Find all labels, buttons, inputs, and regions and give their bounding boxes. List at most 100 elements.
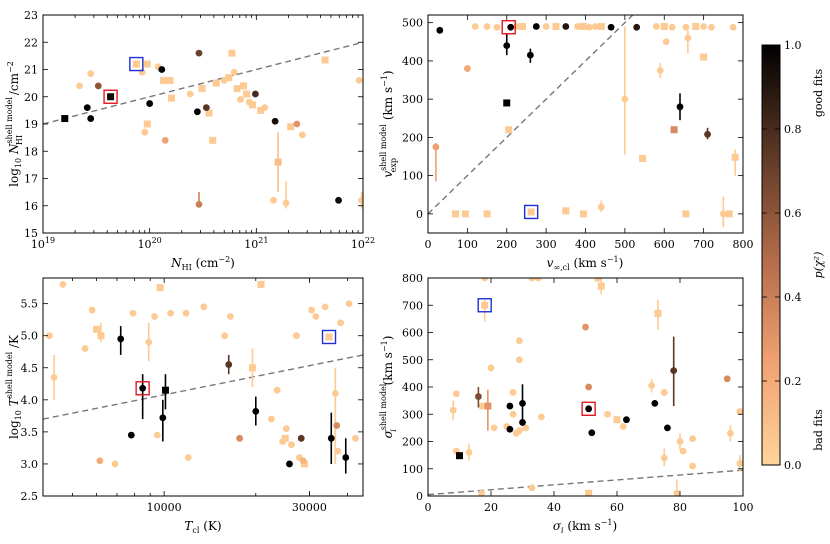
sigma-data-point — [679, 447, 687, 455]
colorbar-title: p(χ²) — [812, 252, 825, 279]
tcl-data-point — [248, 364, 256, 372]
sigma-data-point — [456, 452, 463, 460]
tcl-y-tick-label: 4.5 — [21, 362, 39, 375]
nhi-data-point — [358, 196, 363, 204]
sigma-y-tick-label: 800 — [402, 272, 423, 285]
vexp-data-point — [574, 23, 582, 30]
vexp-x-tick-label: 0 — [425, 238, 432, 251]
sigma-y-tick-label: 200 — [402, 436, 423, 449]
nhi-data-point — [274, 158, 282, 166]
tcl-data-point — [226, 313, 234, 320]
vexp-data-point — [708, 23, 715, 31]
vexp-y-tick-label: 100 — [402, 170, 423, 183]
vexp-data-point — [503, 42, 511, 49]
nhi-y-tick-label: 23 — [24, 9, 38, 22]
sigma-data-point — [623, 416, 630, 424]
tcl-y-tick-label: 5.0 — [21, 330, 39, 343]
sigma-x-axis-label: σi (km s−1) — [553, 518, 617, 535]
tcl-data-point — [151, 313, 158, 320]
colorbar-gradient — [761, 44, 781, 466]
nhi-data-point — [355, 77, 363, 84]
sigma-highlight-red — [581, 401, 596, 416]
vexp-data-point — [621, 95, 629, 103]
tcl-data-point — [337, 319, 345, 327]
sigma-data-point — [487, 364, 495, 372]
sigma-data-point — [481, 278, 489, 282]
sigma-data-point — [727, 429, 734, 437]
vexp-data-point — [436, 26, 444, 34]
nhi-data-point — [233, 85, 241, 93]
tcl-highlight-red — [135, 381, 150, 396]
colorbar-tick-label: 0.0 — [784, 459, 802, 472]
nhi-data-point — [271, 117, 279, 125]
tcl-data-point — [325, 333, 333, 341]
tcl-data-point — [236, 434, 244, 442]
nhi-y-tick-label: 18 — [24, 145, 38, 158]
vexp-data-point — [662, 38, 670, 46]
nhi-y-axis-label: log10 Nshell modelHI /cm−2 — [5, 61, 24, 187]
tcl-data-point — [345, 300, 353, 308]
vexp-x-tick-label: 500 — [614, 238, 635, 251]
tcl-data-point — [281, 434, 289, 442]
sigma-x-tick-label: 20 — [484, 501, 498, 514]
sigma-data-point — [582, 323, 589, 331]
colorbar-bad-fits-label: bad fits — [812, 409, 825, 451]
nhi-data-point — [270, 196, 277, 204]
nhi-x-tick-label: 1020 — [138, 236, 162, 251]
sigma-data-point — [481, 301, 489, 309]
tcl-data-point — [308, 306, 315, 314]
vexp-data-point — [463, 65, 471, 72]
nhi-data-point — [195, 200, 203, 208]
vexp-data-point — [483, 23, 491, 30]
nhi-data-point — [161, 136, 169, 144]
nhi-y-tick-label: 19 — [24, 118, 38, 131]
tcl-data-point — [59, 281, 67, 288]
sigma-x-tick-label: 60 — [610, 501, 624, 514]
vexp-reference-line — [428, 15, 634, 215]
tcl-y-axis-label: log10 Tshell model /K — [5, 334, 23, 439]
vexp-data-point — [586, 23, 593, 31]
tcl-data-group — [43, 280, 363, 474]
sigma-data-point — [736, 408, 743, 415]
nhi-axes-frame — [42, 14, 364, 234]
nhi-data-point — [225, 74, 233, 82]
tcl-data-point — [156, 284, 164, 292]
sigma-data-point — [613, 416, 621, 424]
nhi-data-point — [228, 49, 236, 57]
sigma-data-point — [585, 383, 593, 391]
vexp-data-point — [700, 53, 708, 61]
nhi-data-point — [166, 76, 174, 84]
vexp-data-point — [607, 23, 615, 31]
vexp-data-point — [682, 210, 690, 218]
tcl-data-point — [342, 454, 350, 461]
nhi-y-tick-label: 22 — [24, 36, 38, 49]
vexp-x-tick-label: 300 — [536, 238, 557, 251]
nhi-highlight-blue — [129, 56, 144, 72]
sigma-data-point — [452, 390, 460, 398]
vexp-axes-frame — [427, 14, 744, 234]
vexp-data-point — [633, 23, 641, 31]
tcl-data-point — [282, 425, 290, 433]
sigma-data-point — [509, 389, 517, 396]
colorbar-ticks: 0.0 0.2 0.4 0.6 0.8 1.0 — [762, 39, 802, 472]
nhi-data-point — [205, 109, 213, 117]
panel-sigma: 0 20 40 60 80 100 0 100 200 300 400 500 600 700 800 σi… — [379, 272, 754, 535]
vexp-data-point — [483, 210, 491, 218]
nhi-data-point — [83, 104, 91, 112]
vexp-x-tick-label: 400 — [575, 238, 596, 251]
sigma-data-point — [490, 424, 498, 432]
nhi-data-point — [230, 68, 238, 76]
sigma-y-tick-label: 400 — [402, 381, 423, 394]
sigma-y-tick-label: 600 — [402, 327, 423, 340]
sigma-data-point — [585, 489, 593, 496]
sigma-data-point — [588, 429, 596, 437]
sigma-plot-layer: 0 20 40 60 80 100 0 100 200 300 400 500 600 700 800 — [402, 272, 754, 514]
vexp-x-tick-label: 600 — [654, 238, 675, 251]
nhi-y-tick-label: 21 — [24, 64, 38, 77]
sigma-y-axis-label: σshell modeli (km s−1) — [379, 336, 398, 439]
vexp-x-tick-label: 200 — [496, 238, 517, 251]
vexp-data-point — [597, 22, 605, 30]
tcl-y-tick-label: 5.5 — [21, 298, 39, 311]
tcl-data-point — [288, 441, 295, 449]
sigma-data-point — [651, 399, 659, 407]
